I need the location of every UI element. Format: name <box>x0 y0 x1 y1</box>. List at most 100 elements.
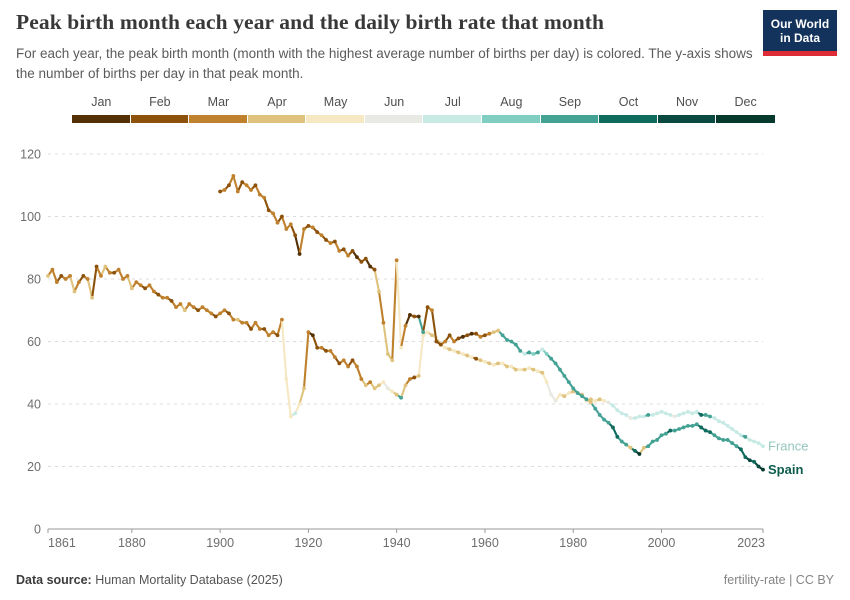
data-point-spain-1914[interactable] <box>280 214 284 219</box>
data-point-spain-1938[interactable] <box>385 352 390 356</box>
data-point-france-1867[interactable] <box>72 289 77 294</box>
legend-month-jan[interactable]: Jan <box>72 95 131 123</box>
data-point-france-1910[interactable] <box>262 327 267 331</box>
data-point-spain-1917[interactable] <box>293 233 298 238</box>
data-point-france-1888[interactable] <box>165 295 170 300</box>
data-point-spain-1953[interactable] <box>452 339 456 344</box>
data-point-france-1884[interactable] <box>147 283 152 288</box>
data-point-france-1866[interactable] <box>68 273 72 278</box>
data-point-spain-1959[interactable] <box>478 334 483 339</box>
data-point-spain-1943[interactable] <box>408 313 412 317</box>
data-point-france-1917[interactable] <box>293 411 298 416</box>
data-point-france-1979[interactable] <box>566 391 571 395</box>
data-source-value[interactable]: Human Mortality Database (2025) <box>91 573 283 587</box>
data-point-france-1912[interactable] <box>271 330 275 335</box>
data-point-spain-1976[interactable] <box>553 361 558 366</box>
data-point-spain-2021[interactable] <box>752 459 757 464</box>
data-point-france-2009[interactable] <box>699 413 704 417</box>
data-point-spain-1992[interactable] <box>624 442 629 447</box>
data-point-france-2021[interactable] <box>752 439 757 444</box>
data-point-spain-1981[interactable] <box>575 391 580 395</box>
data-point-france-1956[interactable] <box>465 353 470 358</box>
data-point-france-1895[interactable] <box>196 308 200 313</box>
data-point-spain-1921[interactable] <box>310 225 315 230</box>
legend-month-aug[interactable]: Aug <box>482 95 541 123</box>
data-point-france-1989[interactable] <box>611 403 615 408</box>
data-point-spain-1956[interactable] <box>465 333 470 338</box>
data-point-france-1976[interactable] <box>553 398 558 403</box>
data-point-france-1906[interactable] <box>244 320 249 325</box>
data-point-spain-1909[interactable] <box>257 192 262 197</box>
data-point-france-1870[interactable] <box>85 277 90 281</box>
data-point-france-1902[interactable] <box>227 311 231 316</box>
data-point-france-1988[interactable] <box>606 400 611 405</box>
data-point-spain-1942[interactable] <box>403 323 408 328</box>
data-point-france-1997[interactable] <box>646 413 651 417</box>
data-point-spain-1912[interactable] <box>271 211 275 216</box>
data-point-france-1868[interactable] <box>76 280 81 285</box>
data-point-spain-1940[interactable] <box>394 258 399 263</box>
data-point-france-1954[interactable] <box>456 350 461 355</box>
data-point-france-1998[interactable] <box>650 413 655 417</box>
data-point-spain-1995[interactable] <box>637 452 642 456</box>
series-label-france[interactable]: France <box>768 439 808 454</box>
data-point-spain-2003[interactable] <box>672 428 677 433</box>
data-point-spain-1987[interactable] <box>602 417 607 422</box>
data-point-france-1920[interactable] <box>306 330 311 335</box>
legend-month-may[interactable]: May <box>306 95 365 123</box>
data-point-spain-1945[interactable] <box>416 314 421 319</box>
data-point-france-1921[interactable] <box>310 333 315 338</box>
data-point-france-1930[interactable] <box>350 358 355 363</box>
data-point-france-1974[interactable] <box>544 380 549 385</box>
data-point-spain-1982[interactable] <box>580 394 584 399</box>
data-point-spain-1919[interactable] <box>302 227 306 231</box>
data-point-france-1984[interactable] <box>588 397 593 402</box>
data-point-spain-1900[interactable] <box>218 189 223 194</box>
data-point-france-1991[interactable] <box>619 411 624 416</box>
data-point-france-2002[interactable] <box>668 413 673 417</box>
data-point-spain-1949[interactable] <box>434 339 439 344</box>
data-point-spain-1939[interactable] <box>390 358 395 363</box>
data-point-france-1871[interactable] <box>90 295 95 300</box>
data-point-france-2008[interactable] <box>694 409 699 414</box>
data-point-france-1881[interactable] <box>134 280 139 285</box>
data-point-spain-1933[interactable] <box>363 256 368 261</box>
data-point-france-1970[interactable] <box>527 366 531 370</box>
data-point-france-1898[interactable] <box>209 311 214 316</box>
data-point-spain-1968[interactable] <box>518 348 523 353</box>
data-point-france-1939[interactable] <box>390 389 395 394</box>
data-point-france-1975[interactable] <box>549 392 554 397</box>
data-point-france-2023[interactable] <box>761 444 765 449</box>
data-point-france-1993[interactable] <box>628 416 633 420</box>
data-point-spain-1946[interactable] <box>421 330 426 335</box>
data-point-spain-1910[interactable] <box>262 195 267 200</box>
data-point-spain-1974[interactable] <box>544 352 549 356</box>
data-point-france-1947[interactable] <box>425 330 430 335</box>
data-point-spain-2018[interactable] <box>739 447 743 452</box>
data-point-france-1995[interactable] <box>637 414 642 419</box>
data-point-spain-1947[interactable] <box>425 305 430 310</box>
data-point-spain-2004[interactable] <box>677 427 682 431</box>
data-point-france-1943[interactable] <box>408 377 412 381</box>
data-point-france-2001[interactable] <box>664 411 668 416</box>
data-point-spain-2022[interactable] <box>756 464 761 469</box>
data-point-spain-1994[interactable] <box>633 448 637 453</box>
data-point-france-1886[interactable] <box>156 292 161 297</box>
data-point-spain-2017[interactable] <box>734 444 739 449</box>
data-point-spain-1988[interactable] <box>606 420 611 425</box>
data-point-spain-2006[interactable] <box>686 423 690 428</box>
data-point-spain-1997[interactable] <box>646 444 651 449</box>
data-point-spain-1954[interactable] <box>456 336 461 341</box>
data-point-spain-1989[interactable] <box>611 425 615 430</box>
data-point-france-1978[interactable] <box>562 394 567 399</box>
data-point-france-1879[interactable] <box>125 273 130 278</box>
data-point-spain-1902[interactable] <box>227 183 231 188</box>
data-point-france-1865[interactable] <box>63 277 68 281</box>
data-point-france-1967[interactable] <box>513 367 518 372</box>
data-point-france-1932[interactable] <box>359 377 364 381</box>
data-point-spain-1993[interactable] <box>628 445 633 450</box>
data-point-france-1901[interactable] <box>222 308 227 313</box>
data-point-spain-1918[interactable] <box>297 252 302 256</box>
data-point-france-2019[interactable] <box>743 434 748 439</box>
data-point-spain-1941[interactable] <box>399 345 403 350</box>
